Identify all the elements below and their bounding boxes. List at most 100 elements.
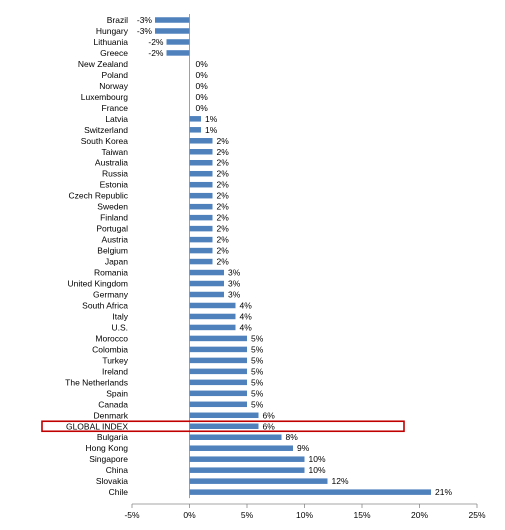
category-label: France: [102, 103, 129, 113]
bar: [155, 17, 190, 23]
category-label: Hungary: [96, 26, 129, 36]
value-label: 2%: [217, 224, 230, 234]
value-label: 5%: [251, 388, 264, 398]
x-tick-label: 10%: [296, 510, 313, 520]
value-label: -3%: [137, 15, 153, 25]
value-label: 4%: [240, 311, 253, 321]
value-label: 0%: [196, 103, 209, 113]
category-label: U.S.: [111, 322, 128, 332]
category-label: Sweden: [97, 202, 128, 212]
bar: [189, 467, 305, 473]
category-label: Hong Kong: [85, 443, 128, 453]
bar: [189, 302, 236, 309]
category-label: Luxembourg: [81, 92, 129, 102]
category-label: South Korea: [81, 136, 129, 146]
value-label: 4%: [240, 322, 253, 332]
bar: [166, 50, 190, 56]
category-label: Poland: [102, 70, 129, 80]
value-label: 5%: [251, 355, 264, 365]
bar: [189, 379, 247, 386]
axes: -5% 0% 5% 10% 15% 20% 25%: [124, 14, 486, 520]
bar: [189, 445, 293, 451]
category-label: Lithuania: [93, 37, 128, 47]
bar: [189, 489, 431, 495]
bar: [189, 412, 259, 419]
value-label: 3%: [228, 268, 241, 278]
bar: [189, 390, 247, 397]
category-label: Czech Republic: [68, 191, 128, 201]
value-label: 1%: [205, 125, 218, 135]
category-label: United Kingdom: [68, 279, 128, 289]
bar: [189, 138, 213, 144]
bar: [189, 192, 213, 199]
category-label: Romania: [94, 268, 128, 278]
value-label: 2%: [217, 191, 230, 201]
bar: [189, 324, 236, 331]
value-label: 5%: [251, 377, 264, 387]
category-label: Canada: [98, 399, 128, 409]
bar: [189, 214, 213, 221]
value-label: 0%: [196, 92, 209, 102]
value-label: 2%: [217, 246, 230, 256]
bar: [189, 116, 201, 122]
bar: [189, 368, 247, 375]
x-tick-label: 20%: [411, 510, 428, 520]
value-label: 8%: [286, 432, 299, 442]
bar: [189, 335, 247, 342]
bar: [166, 39, 190, 45]
value-label: 2%: [217, 235, 230, 245]
category-label: Estonia: [100, 180, 129, 190]
category-label: Turkey: [102, 355, 128, 365]
value-label: 5%: [251, 333, 264, 343]
bar: [189, 127, 201, 133]
value-label: 2%: [217, 180, 230, 190]
value-label: 2%: [217, 213, 230, 223]
category-label: Spain: [106, 388, 128, 398]
value-label: 12%: [332, 476, 349, 486]
value-label: 4%: [240, 300, 253, 310]
value-label: 3%: [228, 279, 241, 289]
bar: [189, 291, 224, 298]
bar: [189, 247, 213, 254]
category-label: GLOBAL INDEX: [66, 421, 128, 431]
bar: [189, 269, 224, 276]
bar: [189, 258, 213, 265]
bar: [189, 149, 213, 155]
value-label: -3%: [137, 26, 153, 36]
bar: [189, 225, 213, 232]
category-label: Belgium: [97, 246, 128, 256]
category-label: Denmark: [94, 410, 129, 420]
value-label: 21%: [435, 487, 452, 497]
bar: [189, 313, 236, 320]
category-label: Colombia: [92, 344, 128, 354]
bar: [189, 456, 305, 462]
value-label: 9%: [297, 443, 310, 453]
category-label: Japan: [105, 257, 128, 267]
bar: [189, 236, 213, 243]
bars: [155, 17, 431, 495]
value-label: 6%: [263, 421, 276, 431]
category-label: Ireland: [102, 366, 128, 376]
value-label: 1%: [205, 114, 218, 124]
bar: [155, 28, 190, 34]
value-label: 5%: [251, 344, 264, 354]
category-label: Chile: [109, 487, 129, 497]
highlight-box: [41, 420, 405, 433]
category-label: Portugal: [96, 224, 128, 234]
value-label: 5%: [251, 366, 264, 376]
x-tick-label: -5%: [124, 510, 140, 520]
value-label: 2%: [217, 202, 230, 212]
category-label: Singapore: [89, 454, 128, 464]
category-label: The Netherlands: [65, 377, 128, 387]
value-label: 2%: [217, 257, 230, 267]
bar: [189, 280, 224, 287]
category-label: Russia: [102, 169, 128, 179]
bar: [189, 423, 259, 430]
value-label: 2%: [217, 147, 230, 157]
value-label: 2%: [217, 136, 230, 146]
category-label: Greece: [100, 48, 128, 58]
category-label: South Africa: [82, 300, 128, 310]
value-label: 3%: [228, 290, 241, 300]
bar: [189, 159, 213, 166]
category-label: Germany: [93, 290, 129, 300]
